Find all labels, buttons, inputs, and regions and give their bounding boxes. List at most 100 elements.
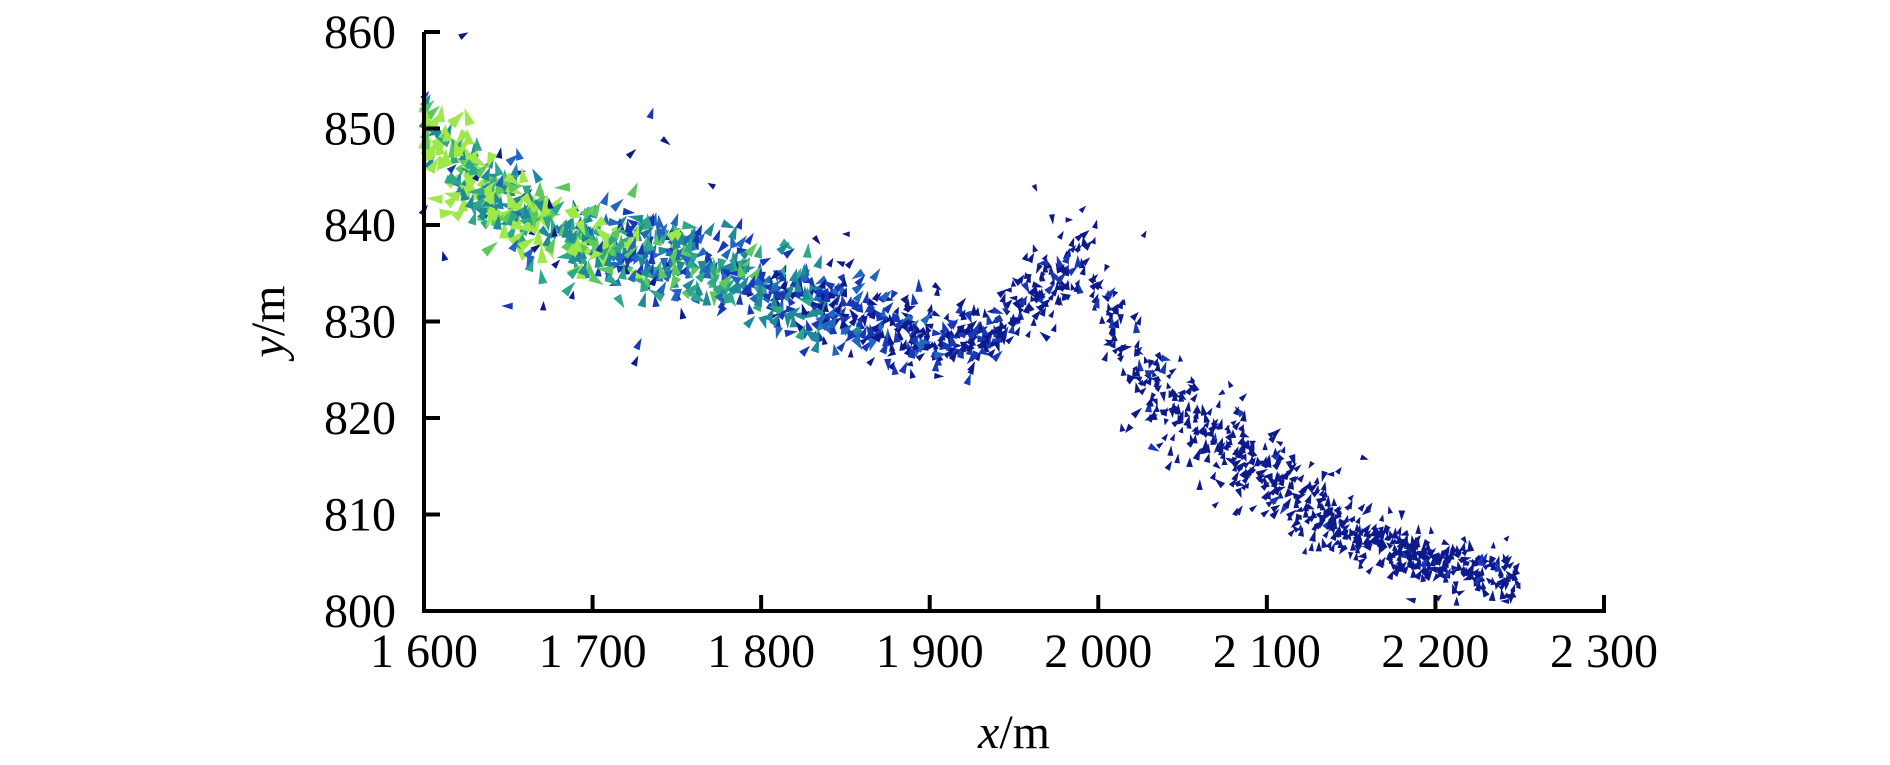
data-point [1231,470,1240,482]
data-point [753,292,762,308]
data-point [1423,570,1430,578]
data-point [443,192,461,202]
data-point [940,340,952,352]
data-point [707,182,717,190]
data-point [669,275,682,291]
data-point [965,343,975,352]
data-point [1395,559,1401,566]
data-point [909,334,920,346]
x-tick-label: 2 100 [1213,625,1321,678]
data-point [948,349,958,362]
data-point [1055,273,1066,285]
y-tick-label: 820 [324,392,396,445]
data-point [1500,598,1510,604]
data-point [1031,183,1038,192]
data-point [1199,449,1207,455]
data-point [720,247,732,260]
data-point [630,355,639,367]
data-point [986,348,996,358]
data-point [1341,528,1347,537]
data-point [1361,528,1369,534]
data-point [1308,460,1315,469]
data-point [1451,565,1459,571]
data-point [758,315,767,330]
data-point [532,168,544,184]
data-point [477,206,488,221]
data-point [1030,317,1037,327]
data-point [827,305,837,319]
data-point [1310,509,1318,519]
data-point [1186,420,1192,429]
data-point [1232,456,1238,465]
data-point [670,212,679,227]
data-point [1453,596,1460,606]
data-point [1346,499,1353,510]
data-point [1296,474,1305,483]
data-point [1035,289,1044,297]
data-point [1311,522,1317,532]
data-point [451,206,467,222]
data-point [1025,330,1031,339]
data-point [1047,293,1055,301]
data-point [1065,217,1074,223]
data-point [1171,418,1181,428]
data-point [934,351,947,360]
data-point [1322,529,1330,539]
data-point [1503,535,1510,542]
data-point [1116,349,1123,358]
data-point [1050,287,1059,297]
data-point [1260,481,1270,491]
data-point [1163,418,1169,426]
y-tick-label: 810 [324,489,396,542]
data-point [515,246,530,261]
data-point [460,186,469,201]
data-point [703,264,712,279]
points-layer [418,32,1521,606]
data-point [1217,437,1224,447]
data-point [1498,572,1505,579]
data-point [1399,529,1410,536]
data-point [933,285,940,297]
data-point [1021,252,1028,262]
data-point [890,289,899,301]
data-point [1009,317,1019,328]
data-point [1366,532,1375,540]
data-point [579,204,595,220]
data-point [1050,323,1057,333]
data-point [639,227,654,240]
data-point [966,321,977,330]
data-point [658,263,668,280]
data-point [1112,290,1119,298]
data-point [1440,548,1449,561]
data-point [1509,588,1517,599]
data-point [1020,281,1030,294]
data-point [784,329,798,338]
data-point [716,304,728,317]
data-point [445,172,463,186]
data-point [1348,551,1354,560]
data-point [1035,263,1043,275]
data-point [1088,273,1099,285]
data-point [1129,311,1139,322]
data-point [1028,303,1035,312]
data-point [1321,537,1328,549]
data-point [1295,514,1303,520]
data-point [679,307,687,320]
data-point [1217,448,1224,456]
data-point [788,268,797,283]
data-point [676,231,685,246]
data-point [931,310,941,317]
data-point [1467,539,1475,552]
data-point [1285,460,1293,466]
data-point [1304,493,1312,505]
data-point [640,264,654,278]
data-point [1396,553,1402,562]
data-point [1398,510,1406,521]
data-point [1334,514,1343,520]
data-point [1232,464,1238,472]
data-point [510,219,530,230]
data-point [1494,555,1500,567]
data-point [921,344,931,351]
data-point [882,301,894,314]
data-point [640,276,649,293]
